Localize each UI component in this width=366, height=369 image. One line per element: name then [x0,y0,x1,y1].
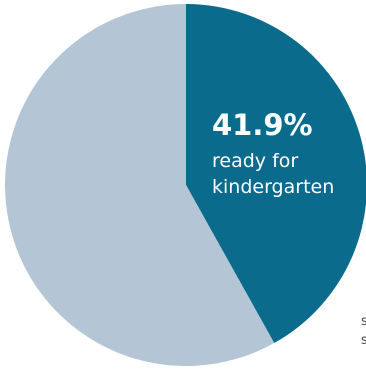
cut-off-text-line-1: s [361,314,366,329]
ready-description-line-1: ready for [212,150,299,172]
pie-slice-1 [5,4,275,366]
ready-description-label: ready for kindergarten [212,148,334,200]
cut-off-text-line-2: s [361,333,366,348]
ready-percentage-label: 41.9% [212,108,313,142]
ready-description-line-2: kindergarten [212,176,335,198]
pie-slice-0 [186,4,366,344]
cut-off-side-text: s s [361,312,366,350]
